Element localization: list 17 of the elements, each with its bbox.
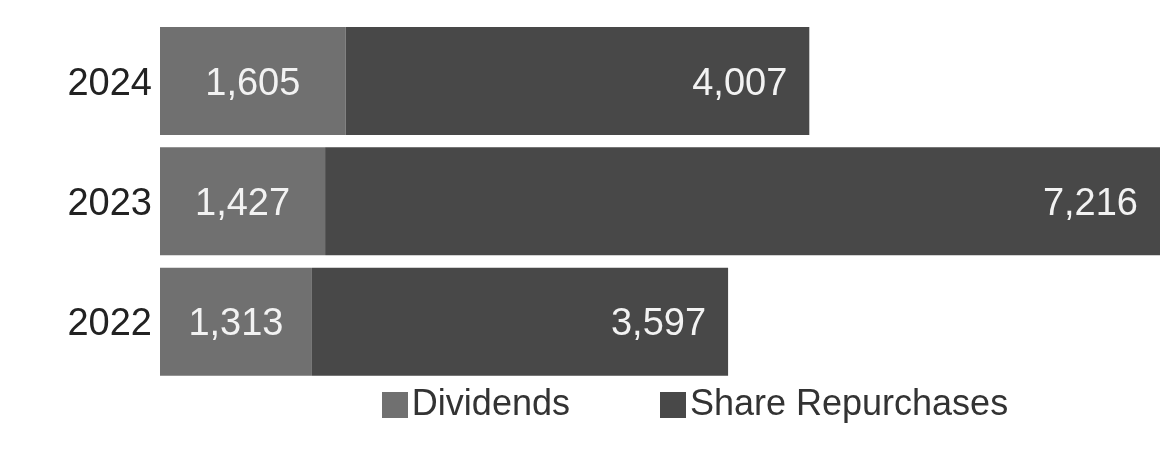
bar [345, 27, 810, 136]
legend-label: Share Repurchases [689, 382, 1009, 423]
data-label: 3,597 [611, 301, 707, 344]
y-tick-label: 2023 [67, 180, 152, 223]
data-label: 1,313 [188, 301, 284, 344]
bar [311, 267, 729, 376]
bar [160, 27, 346, 136]
bar [160, 267, 312, 376]
y-tick-label: 2022 [67, 301, 152, 344]
bar [325, 147, 1160, 256]
data-label: 7,216 [1042, 180, 1138, 223]
legend-label: Dividends [411, 382, 570, 423]
y-tick-label: 2024 [67, 60, 152, 103]
data-label: 4,007 [692, 60, 788, 103]
data-label: 1,427 [195, 180, 291, 223]
data-label: 1,605 [205, 60, 301, 103]
bar [160, 147, 326, 256]
